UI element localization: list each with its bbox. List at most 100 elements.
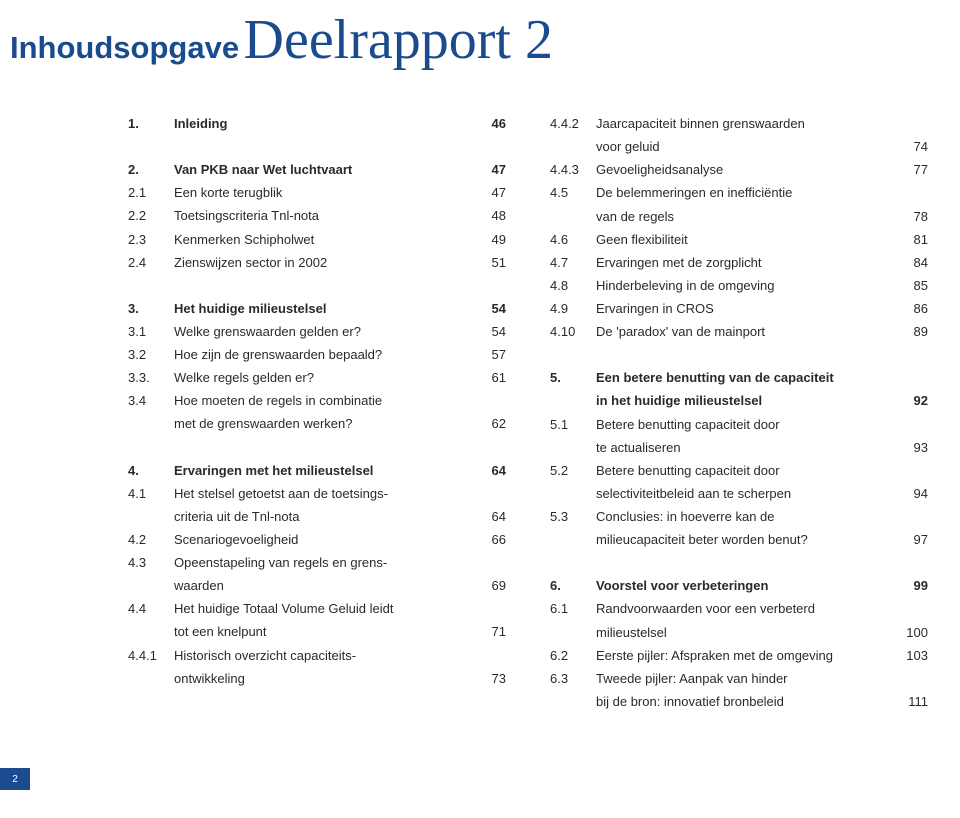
toc-text: selectiviteitbeleid aan te scherpen xyxy=(596,482,898,505)
toc-number: 4.10 xyxy=(550,320,596,343)
toc-text: Het huidige Totaal Volume Geluid leidt xyxy=(174,597,476,620)
toc-text: Scenariogevoeligheid xyxy=(174,528,476,551)
toc-row: 2.Van PKB naar Wet luchtvaart47 xyxy=(128,158,506,181)
toc-number xyxy=(128,505,174,528)
toc-page: 93 xyxy=(898,436,928,459)
toc-page: 64 xyxy=(476,459,506,482)
toc-row: 4.1Het stelsel getoetst aan de toetsings… xyxy=(128,482,506,505)
toc-page: 64 xyxy=(476,505,506,528)
toc-page xyxy=(476,644,506,667)
toc-number: 2.1 xyxy=(128,181,174,204)
toc-row: van de regels78 xyxy=(550,205,928,228)
toc-spacer xyxy=(550,343,928,366)
toc-text: Een betere benutting van de capaciteit xyxy=(596,366,898,389)
toc-row: 3.2Hoe zijn de grenswaarden bepaald?57 xyxy=(128,343,506,366)
toc-text: Zienswijzen sector in 2002 xyxy=(174,251,476,274)
toc-page: 81 xyxy=(898,228,928,251)
toc-number: 3. xyxy=(128,297,174,320)
toc-text: Betere benutting capaciteit door xyxy=(596,413,898,436)
toc-page: 47 xyxy=(476,158,506,181)
toc-number: 4.9 xyxy=(550,297,596,320)
toc-text: van de regels xyxy=(596,205,898,228)
toc-row: in het huidige milieustelsel92 xyxy=(550,389,928,412)
toc-number: 4.6 xyxy=(550,228,596,251)
toc-page xyxy=(476,551,506,574)
toc-number: 2.2 xyxy=(128,204,174,227)
toc-number: 6.2 xyxy=(550,644,596,667)
toc-number xyxy=(550,135,596,158)
toc-text: De belemmeringen en inefficiëntie xyxy=(596,181,898,204)
toc-row: 4.10De 'paradox' van de mainport89 xyxy=(550,320,928,343)
toc-text: Tweede pijler: Aanpak van hinder xyxy=(596,667,898,690)
toc-spacer xyxy=(128,135,506,158)
toc-number: 3.1 xyxy=(128,320,174,343)
toc-text: Hinderbeleving in de omgeving xyxy=(596,274,898,297)
toc-page: 77 xyxy=(898,158,928,181)
toc-text: Van PKB naar Wet luchtvaart xyxy=(174,158,476,181)
toc-text: Betere benutting capaciteit door xyxy=(596,459,898,482)
toc-number: 3.2 xyxy=(128,343,174,366)
toc-text: Het stelsel getoetst aan de toetsings- xyxy=(174,482,476,505)
toc-text: criteria uit de Tnl-nota xyxy=(174,505,476,528)
toc-text: milieustelsel xyxy=(596,621,898,644)
toc-row: 6.2Eerste pijler: Afspraken met de omgev… xyxy=(550,644,928,667)
toc-text: waarden xyxy=(174,574,476,597)
toc-number: 2.4 xyxy=(128,251,174,274)
toc-text: Toetsingscriteria Tnl-nota xyxy=(174,204,476,227)
toc-row: met de grenswaarden werken?62 xyxy=(128,412,506,435)
toc-page: 92 xyxy=(898,389,928,412)
toc-row: criteria uit de Tnl-nota64 xyxy=(128,505,506,528)
toc-page: 85 xyxy=(898,274,928,297)
toc-text: De 'paradox' van de mainport xyxy=(596,320,898,343)
toc-text: Hoe moeten de regels in combinatie xyxy=(174,389,476,412)
toc-text: Hoe zijn de grenswaarden bepaald? xyxy=(174,343,476,366)
toc-spacer xyxy=(128,274,506,297)
toc-row: 2.1Een korte terugblik47 xyxy=(128,181,506,204)
toc-number: 4.1 xyxy=(128,482,174,505)
toc-row: bij de bron: innovatief bronbeleid111 xyxy=(550,690,928,713)
toc-text: Gevoeligheidsanalyse xyxy=(596,158,898,181)
toc-text: Welke grenswaarden gelden er? xyxy=(174,320,476,343)
toc-row: voor geluid74 xyxy=(550,135,928,158)
toc-row: tot een knelpunt71 xyxy=(128,620,506,643)
toc-text: Kenmerken Schipholwet xyxy=(174,228,476,251)
toc-row: milieustelsel100 xyxy=(550,621,928,644)
toc-text: Ervaringen met de zorgplicht xyxy=(596,251,898,274)
toc-row: milieucapaciteit beter worden benut?97 xyxy=(550,528,928,551)
toc-page: 54 xyxy=(476,320,506,343)
toc-number: 4.7 xyxy=(550,251,596,274)
toc-row: 4.4.3Gevoeligheidsanalyse77 xyxy=(550,158,928,181)
page-heading: Inhoudsopgave Deelrapport 2 xyxy=(10,8,553,72)
toc-text: Ervaringen in CROS xyxy=(596,297,898,320)
page-number-badge: 2 xyxy=(0,768,30,790)
toc-text: Opeenstapeling van regels en grens- xyxy=(174,551,476,574)
toc-row: 3.1Welke grenswaarden gelden er?54 xyxy=(128,320,506,343)
toc-row: 2.2Toetsingscriteria Tnl-nota48 xyxy=(128,204,506,227)
toc-page xyxy=(898,459,928,482)
toc-spacer xyxy=(128,436,506,459)
toc-row: 5.2Betere benutting capaciteit door xyxy=(550,459,928,482)
toc-row: 6.3Tweede pijler: Aanpak van hinder xyxy=(550,667,928,690)
toc-number xyxy=(550,528,596,551)
toc-number: 6. xyxy=(550,574,596,597)
toc-page xyxy=(898,112,928,135)
toc-page: 100 xyxy=(898,621,928,644)
toc-page: 97 xyxy=(898,528,928,551)
toc-text: Historisch overzicht capaciteits- xyxy=(174,644,476,667)
toc-page: 48 xyxy=(476,204,506,227)
toc-number xyxy=(550,690,596,713)
toc-spacer xyxy=(550,551,928,574)
toc-columns: 1.Inleiding462.Van PKB naar Wet luchtvaa… xyxy=(128,112,928,713)
toc-page: 46 xyxy=(476,112,506,135)
toc-page: 103 xyxy=(898,644,928,667)
toc-page: 86 xyxy=(898,297,928,320)
toc-row: 6.Voorstel voor verbeteringen99 xyxy=(550,574,928,597)
toc-page xyxy=(476,597,506,620)
toc-number: 4.4 xyxy=(128,597,174,620)
toc-row: ontwikkeling73 xyxy=(128,667,506,690)
toc-page xyxy=(476,482,506,505)
toc-page: 62 xyxy=(476,412,506,435)
toc-page xyxy=(898,413,928,436)
toc-page xyxy=(898,366,928,389)
toc-number: 2. xyxy=(128,158,174,181)
